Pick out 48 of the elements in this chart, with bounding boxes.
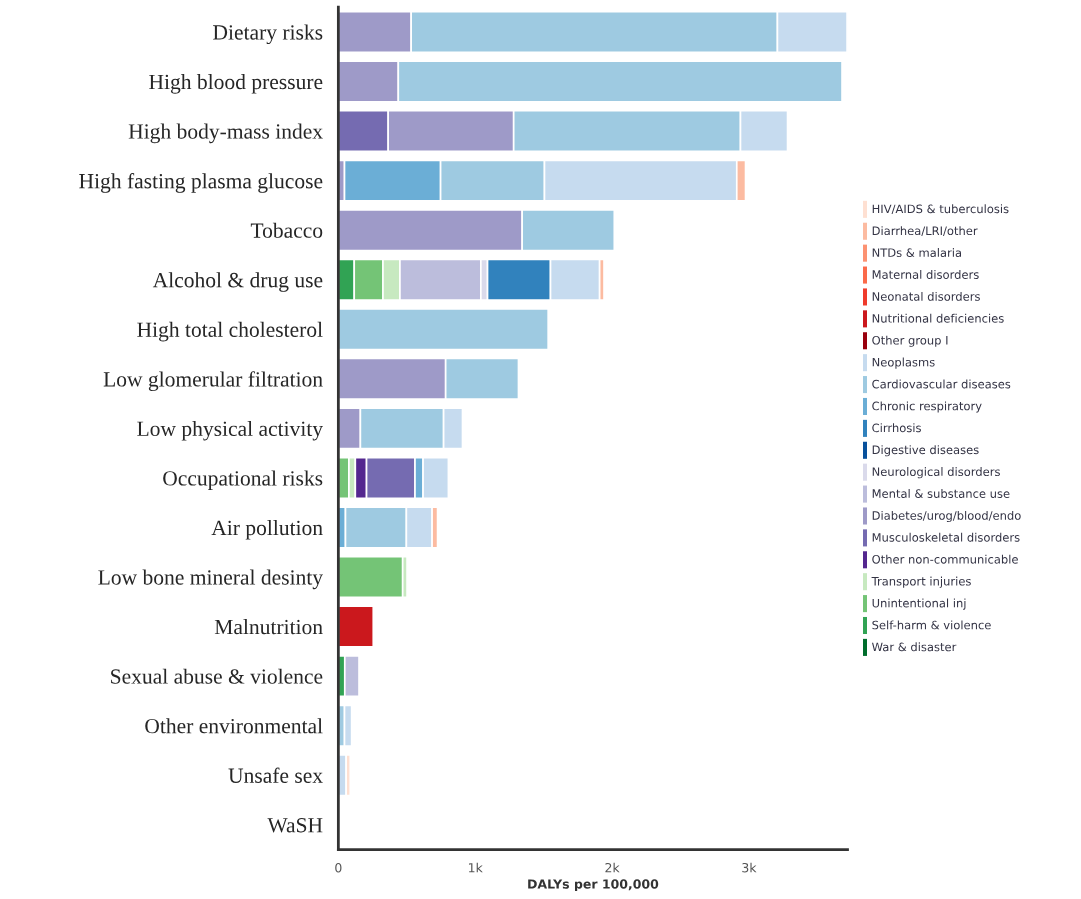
- legend-label: Unintentional inj: [872, 598, 966, 610]
- legend-label: Neurological disorders: [872, 467, 1000, 479]
- legend-label: Other non-communicable: [872, 554, 1018, 564]
- legend-label: Self-harm & violence: [872, 620, 991, 630]
- y-tick-label: Low glomerular filtration: [103, 371, 323, 392]
- legend-label: Cardiovascular diseases: [872, 379, 1011, 389]
- bar: [338, 308, 550, 351]
- bar: [343, 654, 360, 698]
- y-tick-label: High fasting plasma glucose: [79, 173, 323, 193]
- y-tick-label: WaSH: [267, 817, 323, 833]
- legend-label: Neonatal disorders: [872, 291, 980, 301]
- legend-label: Maternal disorders: [872, 269, 979, 279]
- legend-label: Other group I: [872, 335, 948, 347]
- legend-label: Musculoskeletal disorders: [872, 532, 1020, 542]
- y-tick-label: Other environmental: [145, 718, 323, 734]
- x-axis-title: DALYs per 100,000: [528, 879, 659, 892]
- y-tick-label: Malnutrition: [214, 619, 323, 635]
- y-tick-label: Low physical activity: [137, 420, 323, 441]
- legend-label: Diarrhea/LRI/other: [872, 226, 978, 237]
- x-tick-label: 0: [335, 862, 342, 873]
- y-tick-label: Unsafe sex: [228, 767, 323, 783]
- legend-label: War & disaster: [872, 642, 957, 652]
- bar: [343, 704, 353, 747]
- y-tick-label: Dietary risks: [213, 24, 323, 45]
- legend-label: Nutritional deficiencies: [872, 313, 1004, 323]
- legend-label: Digestive diseases: [872, 445, 979, 457]
- legend-label: Chronic respiratory: [872, 401, 982, 413]
- x-tick-label: 1k: [469, 862, 483, 873]
- legend-label: Transport injuries: [871, 576, 971, 588]
- x-tick-label: 3k: [742, 862, 757, 873]
- y-tick-label: Tobacco: [250, 222, 323, 238]
- legend-label: Cirrhosis: [872, 423, 921, 433]
- bar: [338, 605, 375, 648]
- y-tick-label: Air pollution: [211, 520, 323, 540]
- x-tick-label: 2k: [605, 862, 620, 873]
- bar: [338, 555, 404, 599]
- y-tick-label: Occupational risks: [163, 470, 323, 490]
- legend-label: HIV/AIDS & tuberculosis: [872, 204, 1009, 215]
- y-tick-label: Low bone mineral desinty: [98, 569, 323, 590]
- y-tick-label: High body-mass index: [128, 123, 323, 144]
- legend-label: NTDs & malaria: [872, 248, 961, 257]
- y-tick-label: High blood pressure: [149, 74, 323, 94]
- legend-label: Diabetes/urog/blood/endo: [872, 510, 1021, 523]
- y-tick-label: Sexual abuse & violence: [111, 668, 323, 684]
- legend-label: Neoplasms: [872, 357, 935, 369]
- legend-label: Mental & substance use: [872, 489, 1010, 498]
- y-tick-label: Alcohol & drug use: [152, 272, 323, 292]
- y-tick-label: High total cholesterol: [137, 321, 323, 342]
